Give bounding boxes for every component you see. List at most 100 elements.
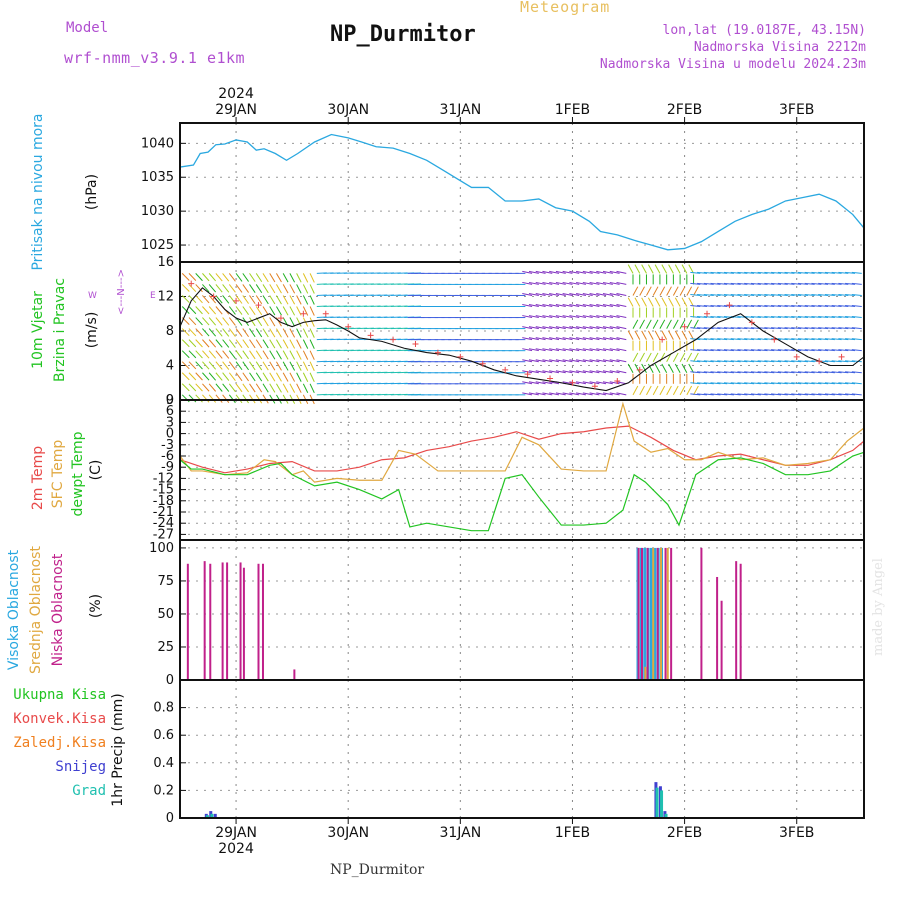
wind-arrow — [730, 305, 741, 308]
wind-arrow — [188, 372, 197, 381]
wind-arrow — [249, 295, 256, 305]
wind-arrow — [296, 317, 302, 327]
precip-legend-item: Snijeg — [55, 759, 106, 775]
wind-arrow — [228, 350, 236, 359]
wind-arrow — [686, 286, 693, 296]
wind-arrow — [818, 316, 829, 319]
wind-arrow — [555, 270, 566, 274]
wind-arrow — [818, 282, 829, 285]
wind-arrow — [289, 361, 296, 371]
wind-arrow — [851, 338, 862, 341]
wind-arrow — [710, 338, 721, 341]
wind-arrow — [255, 295, 263, 305]
wind-arrow — [737, 360, 748, 363]
wind-arrow — [522, 392, 533, 396]
year-label-bottom: 2024 — [218, 841, 254, 857]
wind-arrow — [777, 282, 788, 285]
wind-arrow — [804, 316, 815, 319]
wind-arrow — [646, 286, 652, 296]
pressure-line — [179, 133, 865, 251]
wind-arrow — [639, 319, 645, 329]
wind-arrow — [609, 281, 620, 285]
wind-arrow — [764, 382, 775, 385]
wind-arrow — [804, 338, 815, 341]
mid-cloud-axis-title: Srednja Oblacnost — [28, 546, 44, 674]
wind-arrow — [824, 349, 835, 352]
wind-arrow — [249, 372, 256, 382]
wind-arrow — [235, 361, 243, 371]
wind-arrow — [276, 328, 282, 338]
wind-arrow — [282, 350, 289, 360]
wind-arrow — [181, 350, 190, 359]
wind-arrow — [242, 328, 249, 338]
wind-arrow — [269, 295, 276, 305]
wind-arrow — [744, 338, 755, 341]
wind-arrow — [757, 293, 768, 296]
y-tick-label: 6 — [166, 404, 174, 419]
wind-arrow — [596, 381, 607, 385]
wind-arrow — [679, 319, 686, 329]
wind-arrow — [838, 305, 849, 308]
low-cloud-bar — [293, 669, 296, 680]
wind-arrow — [535, 359, 546, 363]
wind-arrow — [627, 264, 634, 274]
wind-arrow — [681, 330, 688, 340]
wind-arrow — [602, 292, 613, 296]
wind-arrow — [296, 273, 302, 283]
credit-text: made by Angel — [871, 558, 886, 656]
wind-arrow — [195, 306, 203, 315]
wind-arrow — [851, 360, 862, 363]
wind-arrow — [697, 282, 708, 285]
low-cloud-bar — [646, 547, 649, 680]
wind-arrow — [202, 350, 210, 359]
wind-arrow — [627, 330, 634, 340]
wind-arrow — [302, 284, 309, 294]
wind-arrow — [549, 326, 560, 330]
y-tick-label: -27 — [153, 527, 174, 542]
wind-arrow — [845, 327, 856, 330]
wind-arrow — [777, 316, 788, 319]
wind-arrow — [309, 339, 315, 349]
wind-arrow — [262, 306, 269, 316]
wind-arrow — [697, 371, 708, 374]
wind-arrow — [255, 372, 263, 382]
wind-arrow — [208, 361, 217, 370]
wind-arrow — [791, 271, 802, 274]
wind-arrow — [202, 339, 210, 348]
wind-arrow — [690, 360, 701, 363]
wind-arrow — [309, 306, 315, 316]
gust-marker — [345, 323, 352, 330]
wind-arrow — [235, 372, 243, 382]
wind-arrow — [542, 370, 553, 374]
wind-arrow — [535, 370, 546, 374]
wind-arrow — [764, 316, 775, 319]
wind-arrow — [646, 319, 652, 329]
wind-arrow — [208, 317, 217, 326]
wind-arrow — [697, 393, 708, 396]
y-tick-label: 8 — [166, 324, 174, 339]
wind-arrow — [262, 273, 269, 283]
wind-arrow — [602, 270, 613, 274]
gust-marker — [412, 340, 419, 347]
wind-arrow — [528, 392, 539, 396]
wind-arrow — [717, 338, 728, 341]
wind-arrow — [824, 271, 835, 274]
wind-arrow — [690, 316, 701, 319]
wind-arrow — [195, 328, 203, 337]
wind-arrow — [602, 392, 613, 396]
wind-arrow — [582, 304, 593, 307]
mid-cloud-bar — [666, 547, 669, 680]
wind-arrow — [602, 304, 613, 307]
wind-arrow — [249, 394, 256, 404]
wind-arrow — [235, 394, 243, 404]
wind-arrow — [555, 304, 566, 307]
wind-arrow — [666, 385, 672, 396]
wind-arrow — [289, 317, 296, 327]
wind-arrow — [276, 383, 282, 393]
wind-arrow — [831, 393, 842, 396]
wind-arrow — [228, 306, 236, 315]
wind-arrow — [659, 286, 666, 296]
wind-arrow — [562, 359, 573, 363]
wind-arrow — [851, 282, 862, 285]
wind-arrow — [784, 271, 795, 274]
